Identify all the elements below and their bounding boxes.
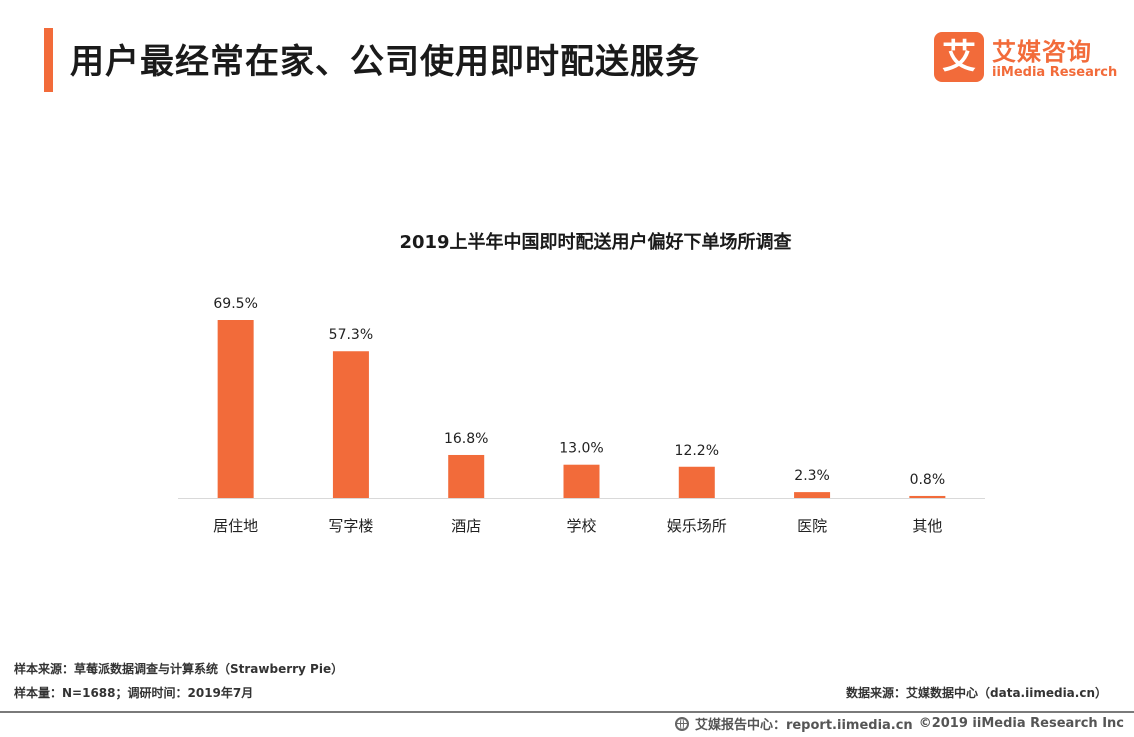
bar-1 (332, 351, 369, 498)
category-label-6: 其他 (912, 517, 942, 535)
data-label-6: 0.8% (910, 472, 946, 488)
logo-name-en: iiMedia Research (992, 65, 1118, 80)
bar-4 (678, 466, 715, 498)
data-label-3: 13.0% (559, 441, 603, 457)
globe-icon (674, 716, 689, 731)
bar-2 (448, 454, 485, 498)
bar-5 (794, 492, 831, 498)
category-label-2: 酒店 (451, 517, 481, 535)
footer-divider (0, 711, 1134, 713)
brand-logo: 艾 艾媒咨询 iiMedia Research (934, 32, 1118, 86)
bar-6 (909, 495, 946, 498)
data-label-5: 2.3% (794, 468, 830, 484)
report-center-link[interactable]: 艾媒报告中心：report.iimedia.cn (694, 718, 913, 733)
category-label-0: 居住地 (213, 517, 258, 535)
title-accent-bar (44, 28, 53, 92)
logo-name-cn: 艾媒咨询 (992, 38, 1092, 66)
sample-size-note: 样本量：N=1688；调研时间：2019年7月 (14, 686, 254, 700)
category-label-3: 学校 (566, 517, 596, 535)
category-label-5: 医院 (797, 517, 827, 535)
copyright-text: ©2019 iiMedia Research Inc (918, 716, 1124, 731)
bar-3 (563, 464, 600, 498)
chart-title: 2019上半年中国即时配送用户偏好下单场所调查 (399, 231, 791, 253)
logo-mark: 艾 (934, 32, 984, 82)
data-source-note: 数据来源：艾媒数据中心（data.iimedia.cn） (846, 686, 1107, 700)
data-label-2: 16.8% (444, 431, 488, 447)
data-label-1: 57.3% (329, 327, 373, 343)
bar-0 (217, 320, 254, 498)
category-label-4: 娱乐场所 (667, 517, 727, 535)
data-label-0: 69.5% (213, 296, 257, 312)
copyright-bar: 艾媒报告中心：report.iimedia.cn ©2019 iiMedia R… (674, 714, 1124, 733)
sample-source-note: 样本来源：草莓派数据调查与计算系统（Strawberry Pie） (14, 662, 344, 676)
data-label-4: 12.2% (675, 443, 719, 459)
category-label-1: 写字楼 (328, 517, 373, 535)
page-title: 用户最经常在家、公司使用即时配送服务 (70, 42, 700, 82)
